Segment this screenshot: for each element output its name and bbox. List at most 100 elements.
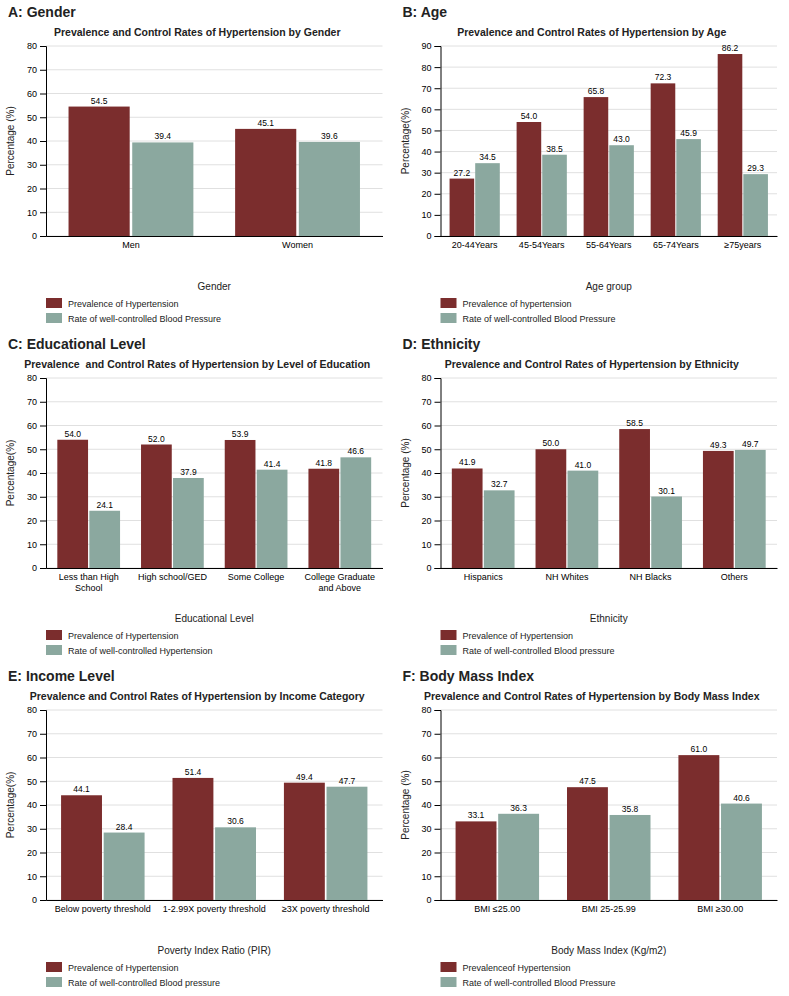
tick: 40 (27, 800, 46, 810)
axis-line (47, 900, 384, 901)
tick-mark (40, 900, 46, 901)
tick: 10 (421, 210, 440, 220)
tick-mark (40, 141, 46, 142)
tick-label: 10 (421, 210, 431, 220)
tick-label: ≥75years (724, 240, 761, 250)
tick: 20 (421, 189, 440, 199)
panel-label: C: Educational Level (8, 336, 146, 352)
bar (450, 179, 475, 236)
data-label: 27.2 (454, 168, 471, 178)
tick-label: 10 (27, 540, 37, 550)
tick-label-line: 65-74Years (653, 240, 699, 250)
tick-mark (40, 426, 46, 427)
y-axis-title: Percentage (%) (400, 770, 411, 839)
legend-item: Prevalence of Hypertension (46, 298, 179, 309)
bar (718, 54, 743, 236)
legend-label: Rate of well-controlled Blood Pressure (463, 978, 616, 988)
tick-mark (435, 781, 441, 782)
bar (340, 457, 371, 568)
tick-mark (435, 215, 441, 216)
tick-label: College Graduateand Above (305, 572, 376, 592)
tick-mark (435, 88, 441, 89)
legend-item: Rate of well-controlled Blood pressure (46, 977, 220, 988)
bar (536, 449, 567, 568)
tick: 40 (27, 468, 46, 478)
tick: 70 (27, 729, 46, 739)
tick-label: Men (122, 240, 140, 250)
tick-mark (435, 109, 441, 110)
tick-label-line: Less than High (59, 572, 119, 582)
data-label: 45.1 (257, 118, 274, 128)
tick-label: 45-54Years (519, 240, 565, 250)
axis-line (40, 47, 47, 237)
tick-label: 40 (421, 147, 431, 157)
grid-line (46, 401, 383, 402)
grid-line (441, 710, 778, 711)
tick-label: 50 (27, 113, 37, 123)
bar (568, 471, 599, 568)
tick-mark (435, 829, 441, 830)
tick: 80 (27, 41, 46, 51)
legend-swatch (46, 977, 62, 987)
legend-item: Rate of well-controlled Blood Pressure (441, 977, 616, 988)
tick-label: 70 (421, 729, 431, 739)
x-axis: HispanicsNH WhitesNH BlacksOthers (441, 569, 778, 583)
tick-label: 80 (27, 705, 37, 715)
tick-label: 80 (27, 373, 37, 383)
tick: 30 (421, 168, 440, 178)
data-label: 65.8 (588, 86, 605, 96)
panel-title: Prevalence and Control Rates of Hyperten… (445, 358, 739, 370)
legend-label: Rate of well-controlled Blood Pressure (68, 314, 221, 324)
tick-label: 20 (27, 184, 37, 194)
tick-label-line: 1-2.99X poverty threshold (163, 904, 266, 914)
tick-label: 70 (421, 397, 431, 407)
tick-label: Others (721, 572, 749, 582)
bar (132, 142, 193, 236)
tick: 45-54Years (519, 240, 565, 250)
tick-label-line: Men (122, 240, 140, 250)
tick-label-line: Women (282, 240, 313, 250)
tick-mark (435, 734, 441, 735)
tick-label-line: BMI 25-25.99 (582, 904, 636, 914)
tick-label: BMI ≤25.00 (474, 904, 520, 914)
y-axis-title: Percentage (%) (400, 438, 411, 507)
tick-label: 40 (27, 800, 37, 810)
panel-title: Prevalence and Control Rates of Hyperten… (54, 26, 341, 38)
bar (475, 163, 500, 236)
y-axis: 01020304050607080 (27, 705, 47, 905)
grid (46, 46, 383, 236)
axis-line (441, 568, 778, 569)
panel-label: F: Body Mass Index (403, 668, 535, 684)
tick: 60 (421, 421, 440, 431)
bar (609, 145, 634, 236)
tick: 0 (426, 231, 440, 241)
tick-label: 30 (27, 492, 37, 502)
grid (46, 710, 383, 900)
bars (61, 778, 367, 900)
bar (57, 440, 88, 568)
legend-label: Prevalence of Hypertension (68, 963, 179, 973)
tick-label: 70 (27, 729, 37, 739)
tick-label: Hispanics (464, 572, 504, 582)
tick-label: 60 (27, 421, 37, 431)
legend-item: Prevalenceof Hypertension (441, 962, 571, 973)
bar (610, 815, 651, 900)
tick: 30 (421, 824, 440, 834)
tick: 60 (421, 753, 440, 763)
tick-mark (40, 94, 46, 95)
data-label: 49.3 (710, 440, 727, 450)
tick-mark (40, 70, 46, 71)
tick: NH Blacks (630, 572, 673, 582)
data-label: 39.6 (321, 131, 338, 141)
bar (225, 440, 256, 568)
panel: F: Body Mass IndexPrevalence and Control… (400, 668, 778, 988)
tick-label: 10 (421, 872, 431, 882)
legend-swatch (441, 645, 457, 655)
tick-mark (40, 758, 46, 759)
tick-label: 80 (421, 373, 431, 383)
tick-mark (40, 876, 46, 877)
tick: 10 (27, 540, 46, 550)
data-label: 41.9 (459, 457, 476, 467)
tick-label: 0 (32, 895, 37, 905)
tick-mark (40, 521, 46, 522)
